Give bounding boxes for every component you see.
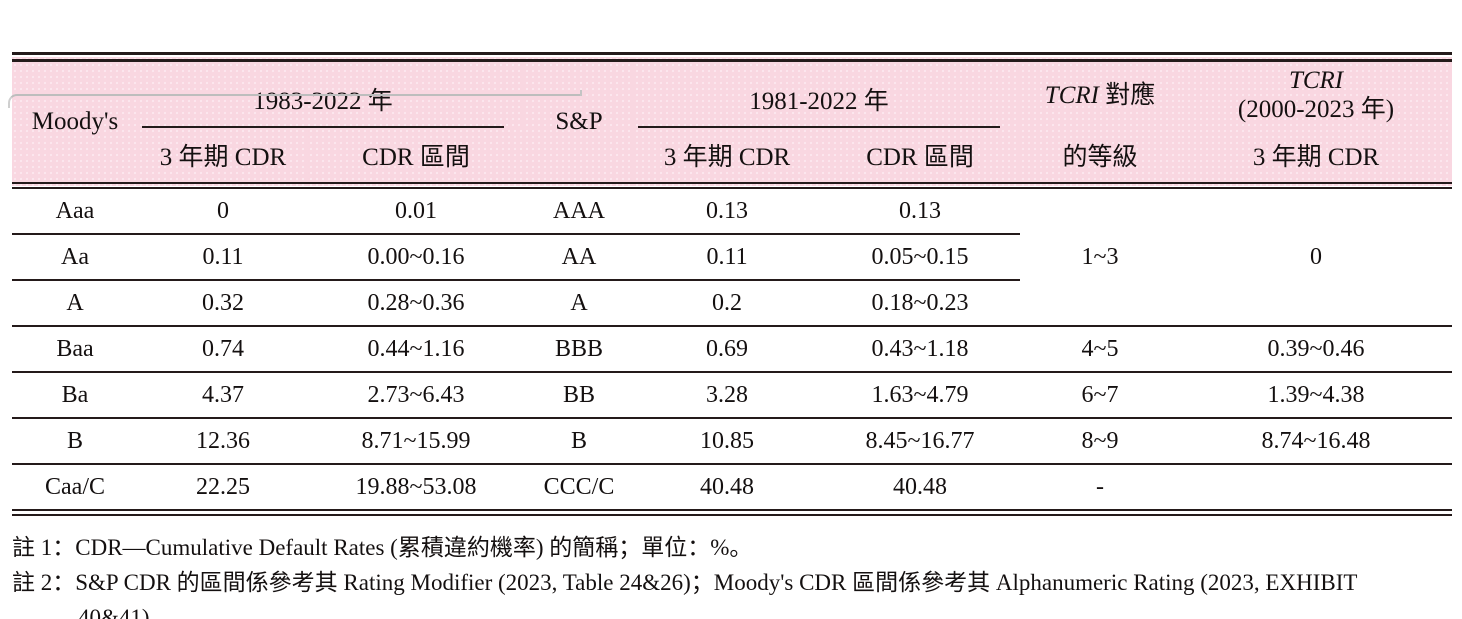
- sp-rating-cell: AA: [524, 234, 635, 281]
- moodys-range-cell: 0.44~1.16: [308, 326, 525, 373]
- tcri-grade-cell: 1~3: [1020, 185, 1181, 327]
- tcri-italic-label: TCRI: [1288, 67, 1344, 94]
- sp-range-cell: 40.48: [820, 464, 1021, 516]
- tcri-cdr-cell: 1.39~4.38: [1180, 372, 1453, 419]
- tcri-period-label: (2000-2023 年): [1237, 96, 1395, 123]
- moodys-cdr3yr-subheader: 3 年期 CDR: [138, 128, 308, 189]
- moodys-rating-cell: Aa: [12, 234, 138, 281]
- table-body: Aaa 0 0.01 AAA 0.13 0.13 1~3 0 Aa 0.11 0…: [12, 185, 1453, 516]
- sp-cdr-cell: 0.2: [634, 280, 821, 327]
- sp-rating-cell: AAA: [524, 185, 635, 235]
- table-notes: 註 1：CDR—Cumulative Default Rates (累積違約機率…: [12, 530, 1462, 619]
- tcri-grade-cell: -: [1020, 464, 1181, 516]
- table-row-ba: Ba 4.37 2.73~6.43 BB 3.28 1.63~4.79 6~7 …: [12, 372, 1453, 419]
- moodys-cdr-cell: 0: [138, 185, 308, 235]
- sp-range-cell: 0.13: [820, 185, 1021, 235]
- sp-cdr-cell: 0.69: [634, 326, 821, 373]
- moodys-range-cell: 19.88~53.08: [308, 464, 525, 516]
- note-2-line1: 註 2：S&P CDR 的區間係參考其 Rating Modifier (202…: [12, 570, 1358, 595]
- sp-cdr-cell: 0.11: [634, 234, 821, 281]
- tcri-cdr-cell: 0.39~0.46: [1180, 326, 1453, 373]
- moodys-rating-cell: Ba: [12, 372, 138, 419]
- moodys-range-cell: 0.01: [308, 185, 525, 235]
- sp-period-label: 1981-2022 年: [638, 81, 1001, 128]
- sp-cdr3yr-subheader: 3 年期 CDR: [634, 128, 821, 189]
- sp-rating-cell: BBB: [524, 326, 635, 373]
- sp-range-cell: 0.05~0.15: [820, 234, 1021, 281]
- table-row-aa: Aa 0.11 0.00~0.16 AA 0.11 0.05~0.15: [12, 234, 1452, 281]
- moodys-rating-cell: Caa/C: [12, 464, 138, 516]
- moodys-cdr-cell: 12.36: [138, 418, 308, 465]
- moodys-period-group-header: 1983-2022 年: [138, 52, 525, 128]
- sp-column-header: S&P: [524, 52, 635, 189]
- card-corner-artifact: [8, 90, 582, 108]
- page: Moody's 1983-2022 年 S&P 1981-2022 年 TCRI…: [0, 52, 1462, 619]
- moodys-rating-cell: A: [12, 280, 138, 327]
- tcri-grade-header-top: TCRI 對應: [1020, 52, 1181, 128]
- tcri-cdr-cell: 8.74~16.48: [1180, 418, 1453, 465]
- header-row-2: 3 年期 CDR CDR 區間 3 年期 CDR CDR 區間 的等級 3 年期…: [12, 128, 1453, 189]
- note-2-line2: 40&41)。: [78, 605, 173, 619]
- cdr-comparison-table: Moody's 1983-2022 年 S&P 1981-2022 年 TCRI…: [12, 52, 1453, 516]
- moodys-cdr-cell: 4.37: [138, 372, 308, 419]
- sp-range-cell: 0.43~1.18: [820, 326, 1021, 373]
- header-row-1: Moody's 1983-2022 年 S&P 1981-2022 年 TCRI…: [12, 52, 1453, 189]
- sp-cdr-cell: 0.13: [634, 185, 821, 235]
- table-row-aaa: Aaa 0 0.01 AAA 0.13 0.13 1~3 0: [12, 185, 1453, 327]
- sp-cdr-cell: 3.28: [634, 372, 821, 419]
- tcri-map-suffix-label: 對應: [1098, 81, 1156, 109]
- moodys-rating-cell: B: [12, 418, 138, 465]
- tcri-cdr-cell: [1180, 464, 1453, 516]
- table-row-caa-c: Caa/C 22.25 19.88~53.08 CCC/C 40.48 40.4…: [12, 464, 1453, 516]
- sp-rating-cell: B: [524, 418, 635, 465]
- moodys-range-cell: 0.00~0.16: [308, 234, 525, 281]
- moodys-range-cell: 2.73~6.43: [308, 372, 525, 419]
- tcri-grade-cell: 4~5: [1020, 326, 1181, 373]
- moodys-range-cell: 0.28~0.36: [308, 280, 525, 327]
- moodys-column-header: Moody's: [12, 52, 138, 189]
- moodys-cdr-cell: 0.32: [138, 280, 308, 327]
- sp-cdr-cell: 40.48: [634, 464, 821, 516]
- sp-rating-cell: CCC/C: [524, 464, 635, 516]
- tcri-cdr-cell: 0: [1180, 185, 1453, 327]
- sp-range-cell: 1.63~4.79: [820, 372, 1021, 419]
- table-row-b: B 12.36 8.71~15.99 B 10.85 8.45~16.77 8~…: [12, 418, 1453, 465]
- tcri-grade-cell: 8~9: [1020, 418, 1181, 465]
- sp-rating-cell: BB: [524, 372, 635, 419]
- tcri-name-line: TCRI: [1180, 66, 1452, 95]
- moodys-cdr-range-subheader: CDR 區間: [308, 128, 525, 189]
- sp-period-group-header: 1981-2022 年: [634, 52, 1021, 128]
- table-row-a: A 0.32 0.28~0.36 A 0.2 0.18~0.23: [12, 280, 1452, 327]
- moodys-cdr-cell: 0.11: [138, 234, 308, 281]
- tcri-cdr3yr-subheader: 3 年期 CDR: [1180, 128, 1453, 189]
- moodys-cdr-cell: 22.25: [138, 464, 308, 516]
- tcri-italic-label: TCRI: [1044, 81, 1099, 109]
- moodys-range-cell: 8.71~15.99: [308, 418, 525, 465]
- sp-range-cell: 0.18~0.23: [820, 280, 1021, 327]
- moodys-period-label: 1983-2022 年: [142, 81, 505, 128]
- sp-range-cell: 8.45~16.77: [820, 418, 1021, 465]
- tcri-grade-cell: 6~7: [1020, 372, 1181, 419]
- sp-cdr-range-subheader: CDR 區間: [820, 128, 1021, 189]
- moodys-rating-cell: Aaa: [12, 185, 138, 235]
- sp-cdr-cell: 10.85: [634, 418, 821, 465]
- tcri-cdr-header-top: TCRI (2000-2023 年): [1180, 52, 1453, 128]
- note-1: 註 1：CDR—Cumulative Default Rates (累積違約機率…: [12, 535, 753, 560]
- tcri-grade-header-bottom: 的等級: [1020, 128, 1181, 189]
- table-header: Moody's 1983-2022 年 S&P 1981-2022 年 TCRI…: [12, 52, 1453, 189]
- moodys-cdr-cell: 0.74: [138, 326, 308, 373]
- table-row-baa: Baa 0.74 0.44~1.16 BBB 0.69 0.43~1.18 4~…: [12, 326, 1453, 373]
- moodys-rating-cell: Baa: [12, 326, 138, 373]
- sp-rating-cell: A: [524, 280, 635, 327]
